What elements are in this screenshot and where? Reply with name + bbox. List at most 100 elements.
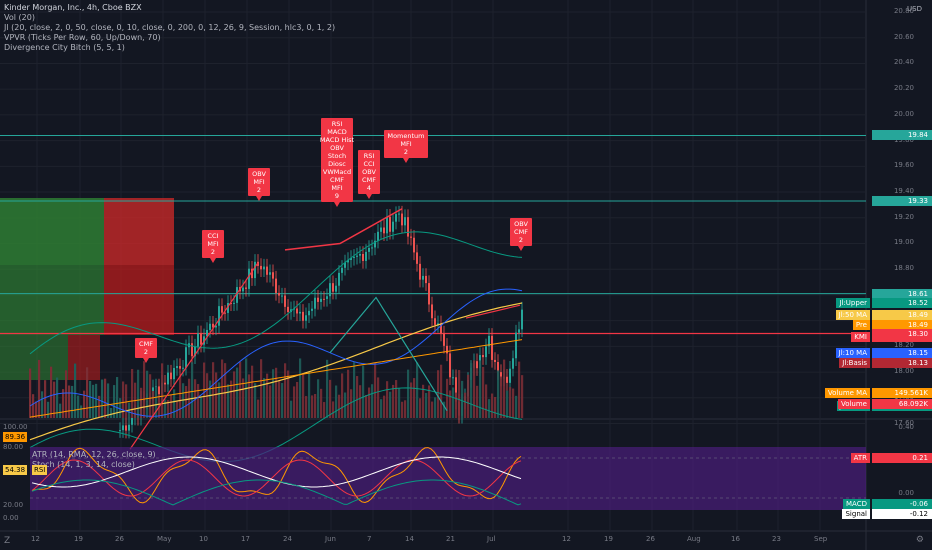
volume-bar [452, 387, 455, 418]
volume-bar [299, 358, 302, 418]
vpvr-indicator-label[interactable]: VPVR (Ticks Per Row, 60, Up/Down, 70) [4, 33, 161, 42]
atr-indicator-label[interactable]: ATR (14, RMA, 12, 26, close, 9) [32, 450, 156, 459]
date-tick: 26 [115, 535, 124, 543]
date-tick: 10 [199, 535, 208, 543]
candle-body [488, 335, 490, 347]
candle-body [401, 213, 403, 226]
osc-tag-value: 0.21 [872, 453, 932, 463]
signal-callout-pointer [256, 196, 262, 201]
osc-tag-name: MACD [843, 499, 870, 509]
candle-body [326, 296, 328, 299]
candle-body [359, 254, 361, 256]
candle-body [452, 377, 454, 379]
candle-body [497, 362, 499, 373]
vol-indicator-label[interactable]: Vol (20) [4, 13, 35, 22]
candle-body [341, 267, 343, 273]
candle-body [386, 216, 388, 234]
candle-body [215, 325, 217, 328]
volume-bar [263, 378, 266, 418]
volume-bar [485, 384, 488, 418]
candle-body [203, 336, 205, 345]
volume-bar [416, 362, 419, 418]
vpvr-bar-up [0, 335, 68, 380]
volume-bar [233, 371, 236, 418]
volume-bar [164, 399, 167, 418]
symbol-title[interactable]: Kinder Morgan, Inc., 4h, Cboe BZX [4, 3, 142, 12]
candle-body [491, 335, 493, 360]
stoch-indicator-label[interactable]: Stoch (14, 1, 3, 14, close) [32, 460, 135, 469]
candle-body [404, 217, 406, 226]
candle-body [365, 251, 367, 261]
volume-bar [512, 388, 515, 418]
volume-bar [311, 395, 314, 418]
date-tick: Aug [687, 535, 701, 543]
timezone-icon[interactable]: Z [4, 536, 11, 546]
candle-body [407, 217, 409, 237]
volume-bar [332, 401, 335, 418]
volume-bar [212, 362, 215, 418]
ma50-line [29, 302, 523, 441]
volume-bar [65, 370, 68, 418]
volume-bar [230, 380, 233, 418]
price-tick: 20.80 [893, 7, 914, 15]
candle-body [227, 303, 229, 313]
volume-bar [284, 363, 287, 418]
volume-bar [455, 392, 458, 418]
volume-bar [119, 398, 122, 418]
volume-bar [290, 400, 293, 418]
candle-body [368, 247, 370, 252]
candle-body [212, 323, 214, 328]
volume-bar [68, 385, 71, 418]
volume-bar [35, 401, 38, 418]
candle-body [320, 298, 322, 302]
osc-left-tag-label: RSI [32, 465, 48, 475]
candle-body [311, 308, 313, 311]
price-tag: 68.092K [872, 399, 932, 409]
candle-body [275, 278, 277, 293]
volume-bar [221, 359, 224, 418]
volume-bar [314, 393, 317, 418]
price-tick: 18.20 [893, 341, 914, 350]
candle-body [245, 287, 247, 289]
osc-tag-value: -0.06 [872, 499, 932, 509]
volume-bar [146, 370, 149, 418]
volume-bar [473, 360, 476, 418]
volume-bar [476, 385, 479, 418]
candle-body [506, 376, 508, 383]
volume-bar [500, 376, 503, 418]
price-tick: 19.40 [893, 187, 914, 196]
stoch-k-line [31, 447, 522, 504]
volume-bar [185, 386, 188, 418]
candle-body [251, 268, 253, 279]
signal-callout-text: RSI CCI OBV CMF 4 [362, 152, 376, 192]
volume-bar [80, 405, 83, 418]
volume-bar [191, 362, 194, 418]
candle-body [248, 268, 250, 289]
jl-indicator-label[interactable]: Jl (20, close, 2, 0, 50, close, 0, 10, c… [4, 23, 336, 32]
volume-bar [170, 394, 173, 418]
volume-bar [113, 385, 116, 418]
volume-bar [86, 367, 89, 418]
volume-bar [482, 366, 485, 418]
main-legend: Kinder Morgan, Inc., 4h, Cboe BZX Vol (2… [4, 3, 335, 53]
divergence-indicator-label[interactable]: Divergence City Bitch (5, 5, 1) [4, 43, 125, 52]
volume-bar [38, 359, 41, 418]
volume-bar [308, 372, 311, 418]
candle-body [344, 262, 346, 268]
volume-bar [422, 384, 425, 418]
volume-bar [218, 382, 221, 418]
volume-bar [32, 394, 35, 418]
currency-label[interactable]: USD [907, 5, 922, 13]
date-tick: Jul [487, 535, 496, 543]
candle-body [131, 417, 133, 425]
volume-ma-line [29, 339, 523, 418]
candle-body [521, 309, 523, 330]
candle-body [371, 247, 373, 249]
volume-bar [254, 383, 257, 418]
signal-callout-pointer [366, 194, 372, 199]
gear-icon[interactable]: ⚙ [915, 535, 924, 545]
upper-band-line [29, 231, 523, 355]
volume-bar [137, 369, 140, 418]
volume-bar [362, 365, 365, 418]
